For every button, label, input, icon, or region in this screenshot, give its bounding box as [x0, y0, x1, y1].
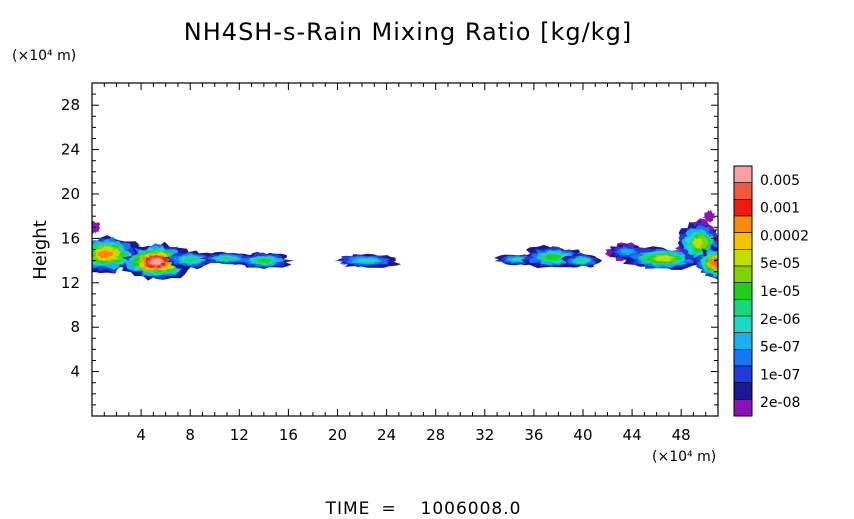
colorbar-swatch [733, 265, 753, 283]
colorbar-swatch [733, 349, 753, 367]
chart-title: NH4SH-s-Rain Mixing Ratio [kg/kg] [184, 18, 632, 46]
colorbar-swatch [733, 332, 753, 350]
colorbar-swatch [733, 165, 753, 183]
colorbar-swatch [733, 382, 753, 400]
x-tick-label: 36 [524, 426, 543, 444]
y-tick-label: 28 [61, 96, 80, 114]
field-region-left [149, 258, 165, 266]
colorbar-label: 2e-06 [760, 312, 800, 328]
x-tick-label: 4 [136, 426, 146, 444]
field-region-right [691, 237, 704, 249]
field-region-left [256, 258, 273, 263]
field-region-left [92, 220, 101, 234]
colorbar-swatch [733, 215, 753, 233]
colorbar-swatch [733, 182, 753, 200]
time-equals: = [381, 499, 396, 519]
x-tick-label: 28 [426, 426, 445, 444]
x-tick-label: 44 [623, 426, 642, 444]
colorbar-label: 1e-07 [760, 367, 800, 383]
field-region-right-mid [573, 258, 585, 263]
y-axis-label: Height [30, 220, 51, 280]
x-tick-label: 32 [475, 426, 494, 444]
colorbar-swatch [733, 365, 753, 383]
field-region-right [654, 255, 673, 262]
x-tick-label: 40 [573, 426, 592, 444]
colorbar-label: 5e-07 [760, 340, 800, 356]
field-region-right [713, 259, 718, 267]
colorbar-label: 2e-08 [760, 395, 800, 411]
colorbar-label: 0.001 [760, 201, 800, 217]
colorbar-label: 1e-05 [760, 284, 800, 300]
field-region-right [620, 248, 635, 255]
y-unit-label: (×10⁴ m) [12, 48, 76, 64]
field-region-right [702, 209, 716, 223]
field-region-left [183, 256, 200, 262]
x-tick-label: 48 [672, 426, 691, 444]
y-tick-label: 4 [70, 363, 80, 381]
colorbar-label: 0.005 [760, 173, 800, 189]
x-tick-label: 24 [377, 426, 396, 444]
colorbar-swatch [733, 199, 753, 217]
time-footer: TIME = 1006008.0 [325, 499, 522, 519]
colorbar-swatch [733, 399, 753, 417]
colorbar-swatch [733, 299, 753, 317]
time-value: 1006008.0 [421, 499, 522, 519]
colorbar-swatch [733, 232, 753, 250]
y-tick-label: 12 [61, 274, 80, 292]
field-region-left [218, 256, 235, 260]
colorbar-swatch [733, 249, 753, 267]
colorbar-swatch [733, 282, 753, 300]
time-label: TIME [325, 499, 371, 519]
y-tick-label: 16 [61, 229, 80, 247]
y-tick-label: 8 [70, 318, 80, 336]
field-region-right-mid [545, 253, 561, 260]
colorbar-frame [733, 165, 753, 417]
x-tick-label: 20 [328, 426, 347, 444]
colorbar-label: 5e-05 [760, 256, 800, 272]
x-unit-label: (×10⁴ m) [652, 449, 716, 465]
colorbar-swatch [733, 315, 753, 333]
field-region-mid [356, 258, 379, 263]
field-region-left [97, 249, 114, 259]
y-tick-label: 24 [61, 141, 80, 159]
x-tick-label: 16 [279, 426, 298, 444]
x-tick-label: 12 [230, 426, 249, 444]
y-tick-label: 20 [61, 185, 80, 203]
colorbar-label: 0.0002 [760, 228, 809, 244]
x-tick-label: 8 [185, 426, 195, 444]
